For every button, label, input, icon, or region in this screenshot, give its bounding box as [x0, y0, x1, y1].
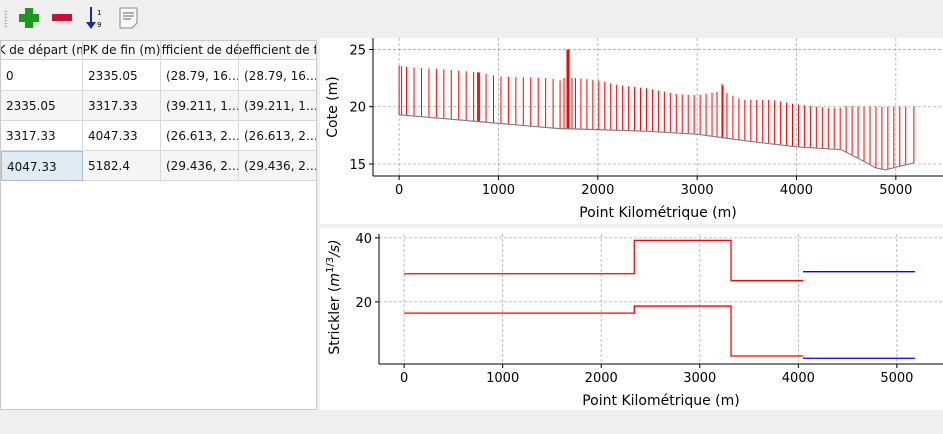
column-header-pk-start[interactable]: PK de départ (m): [1, 41, 83, 60]
elevation-chart-panel: 0 1000 2000 3000 4000 5000 15 20 25 Point Kilomét…: [320, 38, 943, 224]
remove-button[interactable]: [50, 6, 74, 30]
table-cell[interactable]: (29.436, 2…: [161, 151, 239, 181]
status-bar: [0, 411, 943, 434]
x-tick-label: 3000: [681, 183, 714, 198]
table-cell[interactable]: (39.211, 1…: [161, 91, 239, 121]
x-tick-label: 4000: [780, 183, 813, 198]
strickler-series-1: [404, 305, 803, 357]
x-axis-label: Point Kilométrique (m): [582, 393, 740, 409]
table-cell[interactable]: 2335.05: [83, 61, 161, 91]
y-axis-label-part: Strickler (: [327, 287, 343, 355]
x-tick-label: 2000: [585, 371, 618, 386]
strickler-series-0: [404, 239, 803, 282]
strickler-chart-panel: 0 1000 2000 3000 4000 5000 20 40 Point Kilométri…: [320, 228, 943, 410]
y-axis-label: Strickler (m1/3/s): [325, 239, 343, 354]
y-tick-label: 20: [349, 101, 366, 116]
table-cell[interactable]: (28.79, 16…: [161, 61, 239, 91]
x-tick-label: 5000: [880, 371, 913, 386]
document-icon: [119, 7, 138, 29]
y-tick-label: 15: [349, 158, 366, 173]
y-tick-label: 25: [349, 43, 366, 58]
svg-text:1: 1: [97, 9, 101, 17]
table-cell[interactable]: 2335.05: [1, 91, 83, 121]
x-tick-label: 3000: [683, 371, 716, 386]
sort-ascending-icon: 19: [86, 7, 101, 29]
minus-icon: [52, 14, 72, 21]
y-axis-label-part: /s): [327, 239, 343, 258]
y-tick-label: 20: [355, 296, 372, 311]
elevation-chart: 0 1000 2000 3000 4000 5000 15 20 25 Point Kilomét…: [325, 38, 943, 221]
plus-icon: [19, 8, 39, 28]
bed-profile-line: [399, 114, 915, 171]
strickler-chart: 0 1000 2000 3000 4000 5000 20 40 Point Kilométri…: [325, 232, 943, 409]
column-header-coef-end[interactable]: Coefficient de fin: [239, 41, 317, 60]
table-cell[interactable]: (26.613, 2…: [161, 121, 239, 151]
y-tick-label: 40: [355, 232, 372, 247]
x-tick-label: 4000: [782, 371, 815, 386]
table-cell[interactable]: 0: [1, 61, 83, 91]
y-axis-label: Cote (m): [325, 76, 341, 137]
header-label: PK de fin (m): [83, 43, 161, 57]
column-header-coef-start[interactable]: Coefficient de début: [161, 41, 239, 60]
table-cell[interactable]: (28.79, 16…: [239, 61, 316, 91]
table-cell[interactable]: (29.436, 2…: [239, 151, 316, 181]
edit-button[interactable]: [117, 6, 141, 30]
add-button[interactable]: [17, 6, 41, 30]
table-cell[interactable]: 4047.33: [83, 121, 161, 151]
x-tick-label: 5000: [879, 183, 912, 198]
x-tick-label: 2000: [581, 183, 614, 198]
table-cell[interactable]: 3317.33: [1, 121, 83, 151]
y-axis-label-part: 1/3: [325, 257, 336, 273]
x-tick-label: 0: [400, 371, 408, 386]
x-axis-label: Point Kilométrique (m): [579, 205, 737, 221]
header-label: Coefficient de début: [161, 43, 238, 57]
table-cell[interactable]: 3317.33: [83, 91, 161, 121]
x-tick-label: 1000: [482, 183, 515, 198]
table-cell[interactable]: (26.613, 2…: [239, 121, 316, 151]
toolbar-grip[interactable]: [4, 10, 8, 28]
friction-table: PK de départ (m) PK de fin (m) Coefficie…: [0, 40, 317, 410]
header-label: PK de départ (m): [1, 43, 82, 57]
table-cell[interactable]: (39.211, 1…: [239, 91, 316, 121]
svg-text:9: 9: [97, 21, 101, 29]
x-tick-label: 0: [395, 183, 403, 198]
table-cell[interactable]: 5182.4: [83, 151, 161, 181]
x-tick-label: 1000: [486, 371, 519, 386]
header-label: Coefficient de fin: [239, 43, 317, 57]
y-axis-label-part: m: [327, 273, 343, 287]
column-header-pk-end[interactable]: PK de fin (m): [83, 41, 161, 60]
table-cell[interactable]: 4047.33: [1, 151, 83, 181]
